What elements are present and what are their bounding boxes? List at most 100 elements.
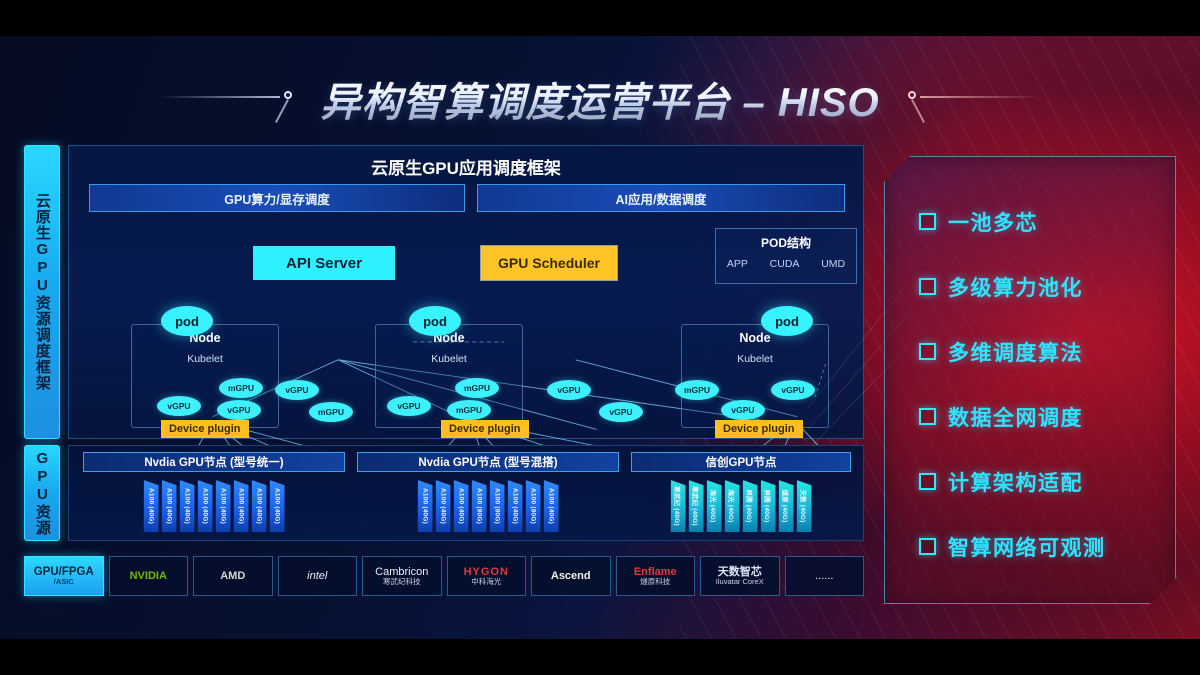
checkbox-icon[interactable]	[919, 343, 936, 360]
gpu-card[interactable]: A100 (40G)	[233, 480, 249, 532]
gpu-chip[interactable]: mGPU	[675, 380, 719, 400]
title-deco-line-left	[160, 96, 280, 98]
sidebar-item-gpu-resources[interactable]: GPU资源	[24, 445, 60, 541]
gpu-chip-label: vGPU	[227, 405, 251, 415]
gpu-group-3[interactable]: 信创GPU节点 寒武纪 (40G) 寒武纪 (40G) 海光 (40G) 海光 (40…	[631, 452, 851, 536]
bar-ai-app-data-scheduling[interactable]: AI应用/数据调度	[477, 184, 845, 212]
feature-label: 计算架构适配	[948, 471, 1083, 495]
vendor-logo-cambricon[interactable]: Cambricon 寒武纪科技	[362, 556, 442, 596]
sidebar-item-cloud-native-framework[interactable]: 云原生GPU资源调度框架	[24, 145, 60, 439]
feature-item-5[interactable]: 计算架构适配	[919, 449, 1161, 514]
pod-node-1[interactable]: pod	[161, 306, 213, 336]
gpu-chip[interactable]: vGPU	[599, 402, 643, 422]
node-box-3[interactable]: Node Kubelet	[681, 324, 829, 428]
gpu-chip[interactable]: vGPU	[157, 396, 201, 416]
gpu-card[interactable]: 昇腾 (40G)	[742, 480, 758, 532]
kubelet-label: Kubelet	[187, 353, 223, 365]
gpu-card[interactable]: A100 (40G)	[417, 480, 433, 532]
gpu-chip[interactable]: vGPU	[275, 380, 319, 400]
gpu-group-label: 信创GPU节点	[631, 452, 851, 472]
gpu-card[interactable]: A100 (40G)	[543, 480, 559, 532]
vendor-logo-......[interactable]: ......	[784, 556, 864, 596]
gpu-card-label: A100 (80G)	[493, 488, 501, 524]
pod-node-3[interactable]: pod	[761, 306, 813, 336]
gpu-card[interactable]: A100 (40G)	[161, 480, 177, 532]
gpu-card-row-1: A100 (40G) A100 (40G) A100 (40G) A100 (40G)…	[83, 480, 345, 534]
gpu-chip[interactable]: vGPU	[547, 380, 591, 400]
gpu-card-label: A100 (40G)	[201, 488, 209, 524]
gpu-chip[interactable]: vGPU	[217, 400, 261, 420]
gpu-card[interactable]: A100 (40G)	[435, 480, 451, 532]
gpu-card-label: A100 (40G)	[183, 488, 191, 524]
gpu-group-2[interactable]: Nvdia GPU节点 (型号混搭) A100 (40G) A100 (40G) A…	[357, 452, 619, 536]
gpu-card[interactable]: A100 (40G)	[269, 480, 285, 532]
gpu-card[interactable]: A100 (40G)	[453, 480, 469, 532]
gpu-card[interactable]: A100 (40G)	[215, 480, 231, 532]
checkbox-icon[interactable]	[919, 213, 936, 230]
feature-item-1[interactable]: 一池多芯	[919, 189, 1161, 254]
feature-item-2[interactable]: 多级算力池化	[919, 254, 1161, 319]
gpu-card[interactable]: A100 (40G)	[507, 480, 523, 532]
title-deco-line-right	[920, 96, 1040, 98]
feature-item-3[interactable]: 多维调度算法	[919, 319, 1161, 384]
feature-item-6[interactable]: 智算网络可观测	[919, 514, 1161, 579]
gpu-chip[interactable]: vGPU	[387, 396, 431, 416]
checkbox-icon[interactable]	[919, 278, 936, 295]
bottom-letterbox	[0, 639, 1200, 675]
vendor-logo-ascend[interactable]: Ascend	[531, 556, 611, 596]
vendor-logo-hygon[interactable]: HYGON 中科海光	[446, 556, 526, 596]
feature-list: 一池多芯 多级算力池化 多维调度算法数据全网调度 计算架构适配智算网络可观测	[919, 189, 1161, 579]
gpu-card-label: 海光 (40G)	[727, 489, 734, 523]
vendor-logo-enflame[interactable]: Enflame 燧原科技	[615, 556, 695, 596]
gpu-chip[interactable]: vGPU	[721, 400, 765, 420]
feature-label: 数据全网调度	[948, 406, 1083, 430]
gpu-card[interactable]: A100 (40G)	[143, 480, 159, 532]
gpu-card-label: 燧原 (40G)	[781, 489, 788, 523]
gpu-chip[interactable]: mGPU	[455, 378, 499, 398]
feature-item-4[interactable]: 数据全网调度	[919, 384, 1161, 449]
gpu-card[interactable]: A100 (80G)	[525, 480, 541, 532]
gpu-card[interactable]: 寒武纪 (40G)	[688, 480, 704, 532]
bar-gpu-compute-memory-scheduling[interactable]: GPU算力/显存调度	[89, 184, 465, 212]
gpu-card[interactable]: 海光 (40G)	[724, 480, 740, 532]
gpu-card[interactable]: A100 (80G)	[471, 480, 487, 532]
vendor-logo-intel[interactable]: intel	[277, 556, 357, 596]
checkbox-icon[interactable]	[919, 473, 936, 490]
gpu-chip[interactable]: mGPU	[219, 378, 263, 398]
gpu-chip-label: mGPU	[684, 385, 710, 395]
gpu-card[interactable]: 海光 (40G)	[706, 480, 722, 532]
gpu-card-row-3: 寒武纪 (40G) 寒武纪 (40G) 海光 (40G) 海光 (40G) 昇腾 (40…	[631, 480, 851, 534]
gpu-card[interactable]: A100 (40G)	[251, 480, 267, 532]
device-plugin-1[interactable]: Device plugin	[161, 420, 249, 438]
gpu-card[interactable]: 燧原 (40G)	[778, 480, 794, 532]
gpu-card[interactable]: 天数 (40G)	[796, 480, 812, 532]
gpu-card[interactable]: 寒武纪 (40G)	[670, 480, 686, 532]
gpu-card[interactable]: A100 (40G)	[179, 480, 195, 532]
vendor-name: Ascend	[550, 569, 591, 582]
vendor-logo-nvidia[interactable]: NVIDIA	[108, 556, 188, 596]
gpu-chip[interactable]: mGPU	[309, 402, 353, 422]
gpu-chip-label: vGPU	[397, 401, 421, 411]
device-plugin-3[interactable]: Device plugin	[715, 420, 803, 438]
gpu-chip-label: vGPU	[731, 405, 755, 415]
gpu-group-1[interactable]: Nvdia GPU节点 (型号统一) A100 (40G) A100 (40G) A…	[83, 452, 345, 536]
gpu-chip[interactable]: mGPU	[447, 400, 491, 420]
gpu-chip[interactable]: vGPU	[771, 380, 815, 400]
vendor-logo-category[interactable]: GPU/FPGA/ASIC	[24, 556, 104, 596]
gpu-card[interactable]: A100 (80G)	[489, 480, 505, 532]
vendor-logo-天数智芯[interactable]: 天数智芯 Iluvatar CoreX	[700, 556, 780, 596]
vendor-subtitle: Iluvatar CoreX	[715, 576, 764, 586]
vendor-logo-amd[interactable]: AMD	[193, 556, 273, 596]
checkbox-icon[interactable]	[919, 538, 936, 555]
gpu-scheduler-node[interactable]: GPU Scheduler	[481, 246, 617, 280]
gpu-card-label: A100 (40G)	[255, 488, 263, 524]
gpu-chip-label: mGPU	[456, 405, 482, 415]
vendor-subtitle: /ASIC	[53, 577, 74, 587]
pod-structure-title: POD结构	[760, 236, 811, 250]
device-plugin-2[interactable]: Device plugin	[441, 420, 529, 438]
api-server-node[interactable]: API Server	[253, 246, 395, 280]
pod-node-2[interactable]: pod	[409, 306, 461, 336]
gpu-card[interactable]: 昇腾 (40G)	[760, 480, 776, 532]
checkbox-icon[interactable]	[919, 408, 936, 425]
gpu-card[interactable]: A100 (40G)	[197, 480, 213, 532]
